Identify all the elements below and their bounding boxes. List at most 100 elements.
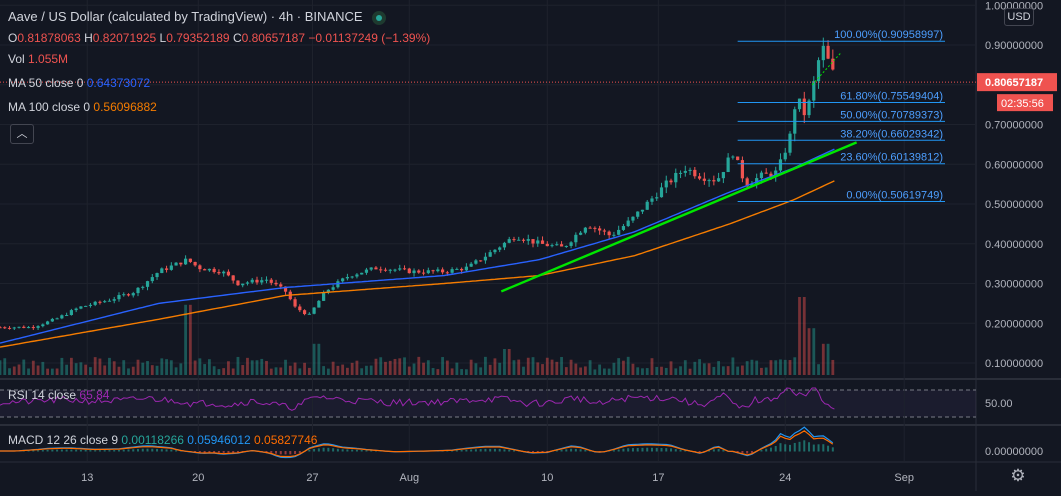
volume-bar — [726, 366, 730, 375]
volume-bar — [365, 365, 368, 375]
candle-body — [112, 299, 116, 301]
candle-body — [260, 280, 264, 283]
macd-histogram-bar — [779, 443, 782, 452]
volume-legend[interactable]: Vol 1.055M — [8, 52, 68, 66]
macd-histogram-bar — [179, 450, 182, 452]
ma50-legend[interactable]: MA 50 close 0 0.64373072 — [8, 76, 150, 90]
volume-bar — [255, 360, 259, 375]
collapse-legend-button[interactable]: ︿ — [10, 124, 34, 144]
candle-body — [545, 243, 549, 247]
macd-histogram-bar — [341, 449, 344, 452]
candle-body — [222, 271, 226, 274]
volume-bar — [174, 367, 178, 375]
macd-histogram-bar — [65, 449, 68, 452]
volume-bar — [41, 361, 45, 375]
candle-body — [769, 173, 773, 177]
symbol-legend[interactable]: Aave / US Dollar (calculated by TradingV… — [8, 9, 387, 25]
macd-histogram-bar — [470, 449, 473, 452]
volume-bar — [645, 368, 649, 375]
macd-histogram-bar — [37, 450, 40, 452]
volume-bar — [821, 343, 825, 375]
volume-bar — [141, 362, 145, 375]
volume-bar — [636, 367, 640, 375]
macd-histogram-bar — [565, 449, 568, 452]
candle-body — [431, 270, 435, 272]
gear-icon[interactable]: ⚙ — [1010, 466, 1026, 485]
volume-bar — [388, 360, 392, 375]
volume-bar — [460, 369, 464, 375]
candle-body — [540, 240, 545, 244]
macd-histogram-bar — [346, 449, 349, 452]
volume-bar — [260, 358, 264, 375]
candle-body — [688, 169, 692, 171]
volume-bar — [341, 364, 345, 375]
volume-bar — [65, 364, 69, 375]
symbol-title[interactable]: Aave / US Dollar (calculated by TradingV… — [8, 9, 363, 24]
candle-body — [79, 306, 83, 309]
fib-level-label: 50.00%(0.70789373) — [840, 109, 943, 121]
volume-bar — [441, 357, 444, 375]
volume-bar — [350, 362, 354, 375]
currency-button[interactable]: USD — [1004, 8, 1034, 26]
candle-body — [45, 321, 50, 325]
price-tick-label: 0.20000000 — [985, 318, 1043, 330]
candle-body — [388, 269, 392, 271]
volume-bar — [36, 365, 40, 375]
candle-body — [559, 244, 564, 247]
macd-histogram-bar — [584, 449, 587, 452]
macd-histogram-bar — [332, 448, 335, 452]
volume-bar — [731, 357, 735, 375]
time-tick-label: 13 — [81, 472, 93, 484]
ma100-legend[interactable]: MA 100 close 0 0.56096882 — [8, 100, 157, 114]
volume-bar — [50, 368, 54, 375]
candle-body — [36, 326, 40, 328]
candle-body — [598, 228, 602, 231]
ma50-line — [0, 148, 835, 344]
macd-legend[interactable]: MACD 12 26 close 9 0.00118266 0.05946012… — [8, 433, 317, 447]
trendline[interactable] — [500, 141, 858, 293]
candle-body — [383, 269, 388, 271]
candle-body — [474, 260, 478, 264]
volume-bar — [550, 359, 554, 375]
candle-body — [736, 156, 740, 161]
projection-line — [811, 52, 842, 86]
candle-body — [245, 282, 250, 284]
volume-bar — [46, 368, 49, 375]
macd-histogram-bar — [351, 449, 354, 452]
market-status-icon[interactable] — [372, 10, 387, 25]
macd-histogram-bar — [736, 451, 739, 453]
volume-bar — [169, 360, 173, 375]
candle-body — [807, 100, 811, 116]
candle-body — [555, 244, 559, 246]
volume-bar — [750, 359, 754, 375]
macd-histogram-bar — [479, 449, 482, 452]
volume-bar — [222, 368, 226, 375]
volume-bar — [698, 359, 701, 375]
rsi-legend[interactable]: RSI 14 close 65.84 — [8, 388, 109, 402]
volume-bar — [450, 368, 454, 375]
macd-histogram-bar — [560, 449, 563, 452]
volume-bar — [293, 362, 297, 375]
candle-body — [41, 324, 45, 327]
volume-bar — [360, 368, 364, 375]
candle-body — [88, 304, 93, 306]
candle-body — [93, 301, 97, 305]
high-label: H — [84, 31, 93, 45]
countdown-label: 02:35:56 — [1001, 98, 1044, 110]
candle-body — [488, 252, 492, 257]
macd-signal-line — [0, 430, 834, 458]
volume-bar — [284, 359, 287, 375]
candle-body — [764, 172, 768, 174]
volume-bar — [312, 343, 316, 375]
candle-body — [279, 284, 283, 287]
macd-histogram-bar — [198, 451, 201, 453]
macd-histogram-bar — [79, 449, 82, 452]
candle-body — [607, 231, 611, 236]
volume-bar — [783, 359, 787, 375]
volume-bar — [31, 360, 35, 375]
volume-bar — [522, 366, 525, 375]
volume-bar — [331, 361, 335, 375]
macd-histogram-bar — [679, 449, 682, 452]
